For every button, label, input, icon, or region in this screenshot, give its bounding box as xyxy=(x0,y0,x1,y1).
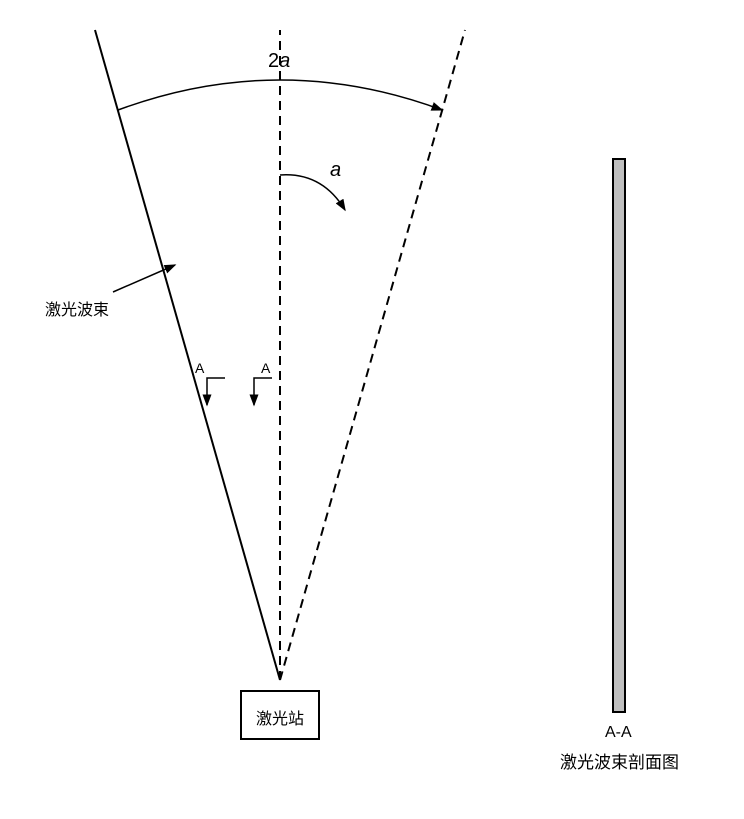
beam-label: 激光波束 xyxy=(45,296,109,320)
station-label: 激光站 xyxy=(242,705,318,729)
angle-full-label: 2a xyxy=(268,50,290,73)
angle-half-label: a xyxy=(330,159,341,182)
section-a-left-label: A xyxy=(195,360,204,376)
angle-full-2: 2 xyxy=(268,50,279,72)
station-box: 激光站 xyxy=(240,690,320,740)
beam-line xyxy=(95,30,280,680)
xsection-caption: 激光波束剖面图 xyxy=(560,748,679,773)
section-marker-right xyxy=(254,378,272,405)
right-dashed-line xyxy=(280,30,465,680)
angle-full-a: a xyxy=(279,50,290,72)
section-a-right-label: A xyxy=(261,360,270,376)
diagram-canvas: 2a a 激光波束 A A 激光站 A-A 激光波束剖面图 xyxy=(0,0,744,819)
aa-label: A-A xyxy=(605,724,632,742)
diagram-svg xyxy=(0,0,744,819)
section-marker-left xyxy=(207,378,225,405)
cross-section-rect xyxy=(612,158,626,713)
